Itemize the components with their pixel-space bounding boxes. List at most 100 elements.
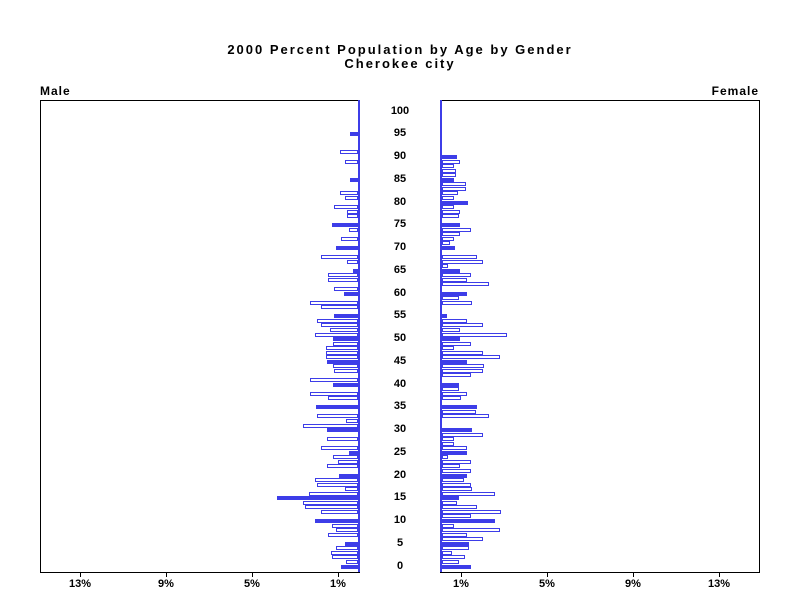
male-bar-age-10 — [315, 519, 358, 523]
female-bar-age-59 — [442, 296, 459, 301]
female-bar-age-18 — [442, 482, 471, 487]
male-bar-age-74 — [349, 227, 358, 232]
male-bar-age-5 — [345, 541, 358, 546]
female-bar-age-66 — [442, 264, 448, 269]
male-bar-age-77 — [347, 214, 358, 219]
male-bar-age-70 — [336, 246, 358, 250]
male-bar-age-91 — [340, 150, 358, 155]
female-tick-label-13pct: 13% — [707, 578, 731, 590]
female-bar-age-1 — [442, 559, 459, 564]
female-bar-age-7 — [442, 532, 467, 537]
male-tick-label-1pct: 1% — [330, 578, 346, 590]
female-bar-age-44 — [442, 364, 484, 369]
male-bar-age-12 — [321, 509, 358, 514]
female-bar-age-74 — [442, 227, 471, 232]
female-bar-age-64 — [442, 273, 471, 278]
male-bar-age-20 — [339, 473, 358, 478]
female-bar-age-25 — [442, 450, 467, 455]
female-bar-age-73 — [442, 232, 460, 237]
age-tick-label-25: 25 — [393, 445, 407, 458]
female-bar-age-49 — [442, 341, 471, 346]
female-bar-age-46 — [442, 355, 500, 360]
female-bar-age-33 — [442, 414, 489, 419]
female-bar-age-16 — [442, 491, 495, 496]
female-bar-age-12 — [442, 509, 501, 514]
female-bar-age-65 — [442, 268, 460, 273]
male-bar-age-89 — [345, 159, 358, 164]
male-bar-age-31 — [303, 423, 358, 428]
female-bar-age-77 — [442, 214, 459, 219]
male-bar-age-54 — [317, 318, 358, 323]
male-bar-age-82 — [340, 191, 358, 196]
male-tick-9pct — [166, 572, 167, 577]
female-bar-age-38 — [442, 391, 467, 396]
male-bar-age-46 — [326, 355, 358, 360]
male-bar-age-26 — [321, 446, 358, 451]
male-bar-age-23 — [338, 459, 358, 464]
age-tick-label-50: 50 — [393, 332, 407, 344]
female-bar-age-17 — [442, 487, 472, 492]
female-bar-age-26 — [442, 446, 467, 451]
age-tick-label-80: 80 — [393, 195, 407, 208]
female-bar-age-90 — [442, 155, 457, 159]
male-bar-age-67 — [347, 259, 358, 264]
female-bar-age-14 — [442, 500, 457, 505]
age-tick-label-55: 55 — [393, 309, 407, 322]
female-tick-1pct — [461, 572, 462, 577]
male-bar-age-33 — [317, 414, 358, 419]
male-bar-age-7 — [328, 532, 358, 537]
male-bar-age-78 — [347, 209, 358, 214]
male-bar-age-25 — [349, 450, 358, 455]
male-bar-age-52 — [330, 327, 358, 332]
male-bar-age-19 — [315, 478, 358, 483]
female-bar-age-54 — [442, 318, 467, 323]
female-bar-age-42 — [442, 373, 471, 378]
male-bar-age-2 — [332, 555, 358, 560]
male-bar-age-85 — [350, 177, 358, 182]
female-bar-age-63 — [442, 277, 467, 282]
female-bar-age-43 — [442, 368, 483, 373]
female-bar-age-68 — [442, 255, 477, 260]
male-bar-age-30 — [327, 428, 358, 432]
female-bar-age-89 — [442, 159, 460, 164]
male-plot-area — [40, 100, 360, 573]
male-bar-age-45 — [327, 359, 358, 364]
male-bar-age-79 — [334, 205, 358, 210]
male-bar-age-49 — [333, 341, 358, 346]
female-bar-age-0 — [442, 564, 471, 569]
male-tick-5pct — [252, 572, 253, 577]
female-bar-age-22 — [442, 464, 460, 469]
female-bar-age-37 — [442, 396, 461, 401]
male-bar-age-15 — [277, 496, 358, 501]
male-bar-age-14 — [303, 500, 358, 505]
male-bar-age-32 — [346, 418, 358, 423]
female-bar-age-58 — [442, 300, 472, 305]
male-bar-age-13 — [305, 505, 358, 510]
male-bar-age-17 — [345, 487, 358, 492]
female-tick-5pct — [547, 572, 548, 577]
chart-subtitle: Cherokee city — [344, 56, 456, 71]
female-bar-age-88 — [442, 164, 454, 169]
female-bar-age-40 — [442, 382, 459, 387]
male-bar-age-53 — [321, 323, 358, 328]
female-bar-age-4 — [442, 546, 469, 551]
female-bar-age-24 — [442, 455, 448, 460]
age-tick-label-75: 75 — [393, 218, 407, 231]
male-bar-age-55 — [334, 314, 358, 319]
female-bar-age-3 — [442, 550, 452, 555]
female-bar-age-11 — [442, 514, 471, 519]
male-bar-age-0 — [341, 564, 358, 569]
female-tick-9pct — [633, 572, 634, 577]
male-bar-age-8 — [336, 528, 358, 533]
male-bar-age-63 — [328, 277, 358, 282]
female-bar-age-70 — [442, 246, 455, 250]
male-bar-age-61 — [334, 286, 358, 291]
male-bar-age-51 — [315, 332, 358, 337]
male-bar-age-58 — [310, 300, 358, 305]
female-bar-age-67 — [442, 259, 483, 264]
female-bar-age-75 — [442, 223, 460, 228]
female-bar-age-39 — [442, 387, 459, 392]
female-bar-age-60 — [442, 291, 467, 296]
female-bar-age-28 — [442, 437, 454, 442]
